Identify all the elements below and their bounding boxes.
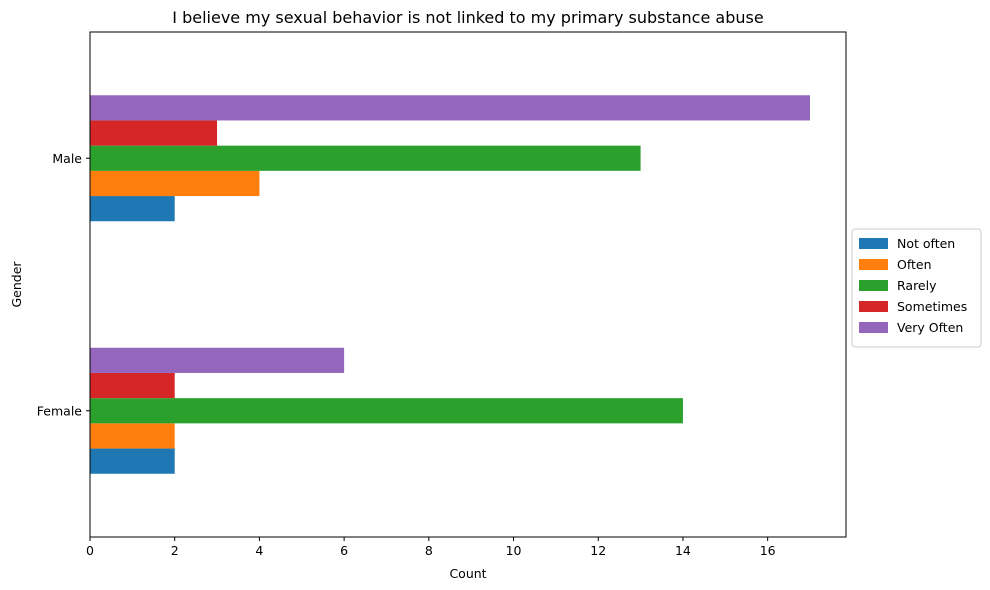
bar-female-often xyxy=(90,423,175,449)
bars-layer xyxy=(90,95,810,474)
bar-male-rarely xyxy=(90,145,641,171)
x-tick-label: 8 xyxy=(425,543,433,558)
y-tick-label: Female xyxy=(37,403,83,418)
y-axis-ticks: Female Male xyxy=(37,151,90,418)
legend-label: Often xyxy=(897,257,932,272)
legend-label: Very Often xyxy=(897,320,963,335)
x-tick-label: 12 xyxy=(590,543,606,558)
plot-frame xyxy=(89,31,847,538)
bar-female-sometimes xyxy=(90,372,175,399)
bar-female-rarely xyxy=(90,398,683,424)
x-axis-ticks: 0 2 4 6 8 10 12 14 16 xyxy=(86,537,776,558)
bar-male-not-often xyxy=(90,196,175,222)
x-tick-label: 2 xyxy=(171,543,179,558)
bar-female-very-often xyxy=(90,347,345,373)
legend-label: Rarely xyxy=(897,278,937,293)
legend-swatch xyxy=(859,301,888,312)
x-axis-title: Count xyxy=(449,566,486,581)
legend-swatch xyxy=(859,259,888,270)
chart-title: I believe my sexual behavior is not link… xyxy=(172,8,763,27)
x-tick-label: 6 xyxy=(340,543,348,558)
x-tick-label: 16 xyxy=(760,543,776,558)
bar-male-often xyxy=(90,170,260,197)
legend-label: Sometimes xyxy=(897,299,967,314)
x-tick-label: 0 xyxy=(86,543,94,558)
legend-swatch xyxy=(859,238,888,249)
x-tick-label: 14 xyxy=(675,543,691,558)
legend-box xyxy=(851,228,982,348)
legend: Not often Often Rarely Sometimes Very Often xyxy=(851,228,982,348)
x-tick-label: 10 xyxy=(506,543,522,558)
legend-label: Not often xyxy=(897,236,955,251)
bar-male-very-often xyxy=(90,95,810,121)
y-axis-title: Gender xyxy=(9,261,24,308)
bar-female-not-often xyxy=(90,448,175,474)
bar-male-sometimes xyxy=(90,120,218,146)
legend-swatch xyxy=(859,322,888,333)
x-tick-label: 4 xyxy=(255,543,263,558)
y-tick-label: Male xyxy=(52,151,82,166)
legend-swatch xyxy=(859,280,888,291)
